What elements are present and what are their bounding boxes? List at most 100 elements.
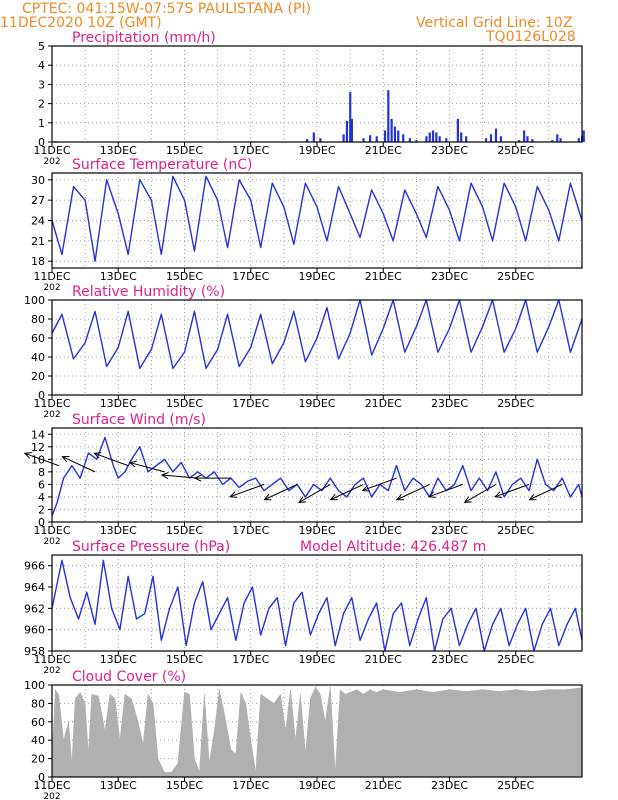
panel-subtitle: Model Altitude: 426.487 m bbox=[300, 539, 486, 555]
wind-vector-head bbox=[263, 493, 272, 501]
wind-vector bbox=[330, 483, 364, 501]
wind-vector bbox=[94, 452, 129, 467]
precip-bar bbox=[445, 138, 448, 142]
panel-title: Surface Temperature (nC) bbox=[72, 157, 253, 173]
wind-vector-head bbox=[229, 491, 238, 498]
y-tick-label: 80 bbox=[31, 313, 45, 326]
precip-bar bbox=[402, 134, 405, 142]
wind-vector-head bbox=[427, 491, 436, 498]
wind-vector bbox=[298, 483, 331, 503]
y-tick-label: 18 bbox=[31, 255, 45, 268]
header-station: CPTEC: 041:15W-07:57S PAULISTANA (PI) bbox=[22, 1, 312, 17]
y-tick-label: 100 bbox=[24, 294, 45, 307]
x-tick-label: 21DEC bbox=[365, 397, 402, 410]
y-tick-label: 60 bbox=[31, 332, 45, 345]
y-tick-label: 0 bbox=[38, 771, 45, 784]
precip-bar bbox=[460, 132, 463, 142]
x-tick-label: 21DEC bbox=[365, 524, 402, 537]
precip-bar bbox=[438, 136, 441, 142]
wind-vector bbox=[362, 477, 397, 491]
x-tick-label: 21DEC bbox=[365, 144, 402, 157]
precip-bar bbox=[523, 130, 526, 142]
x-tick-label: 25DEC bbox=[497, 270, 534, 283]
precip-bar bbox=[494, 128, 498, 142]
x-tick-label: 23DEC bbox=[431, 144, 468, 157]
y-tick-label: 20 bbox=[31, 753, 45, 766]
panel-title: Surface Wind (m/s) bbox=[72, 412, 206, 428]
x-tick-label: 25DEC bbox=[497, 524, 534, 537]
precip-bar bbox=[489, 134, 493, 142]
y-tick-label: 40 bbox=[31, 351, 45, 364]
y-tick-label: 0 bbox=[38, 136, 45, 149]
panel-title: Relative Humidity (%) bbox=[72, 284, 225, 300]
precip-bar bbox=[397, 130, 400, 142]
precip-bar bbox=[369, 135, 372, 142]
header-grid-note: Vertical Grid Line: 10Z bbox=[416, 15, 573, 31]
wind-vector-head bbox=[160, 472, 169, 480]
panel-title: Precipitation (mm/h) bbox=[72, 30, 216, 46]
x-tick-label: 17DEC bbox=[232, 397, 269, 410]
wind-vector-head bbox=[128, 460, 137, 468]
wind-vector-head bbox=[93, 452, 102, 459]
precip-bar bbox=[431, 130, 435, 142]
precip-bar bbox=[393, 126, 397, 142]
y-tick-label: 20 bbox=[31, 370, 45, 383]
x-tick-label: 25DEC bbox=[497, 397, 534, 410]
precip-bar bbox=[306, 139, 309, 142]
series-line bbox=[51, 559, 583, 652]
x-year-label: 202 bbox=[43, 283, 60, 293]
precip-bar bbox=[428, 132, 431, 142]
y-tick-label: 964 bbox=[24, 581, 45, 594]
x-tick-label: 17DEC bbox=[232, 524, 269, 537]
x-tick-label: 25DEC bbox=[497, 144, 534, 157]
y-tick-label: 0 bbox=[38, 516, 45, 529]
series-line bbox=[51, 436, 583, 516]
cloud-cover-area bbox=[51, 686, 583, 778]
precip-bar bbox=[577, 138, 580, 142]
precip-bar bbox=[425, 136, 428, 142]
y-tick-label: 5 bbox=[38, 40, 45, 53]
wind-vector bbox=[24, 452, 59, 467]
x-tick-label: 25DEC bbox=[497, 653, 534, 666]
y-tick-label: 3 bbox=[38, 78, 45, 91]
x-tick-label: 23DEC bbox=[431, 270, 468, 283]
y-tick-label: 4 bbox=[38, 491, 45, 504]
y-tick-label: 24 bbox=[31, 215, 45, 228]
precip-bar bbox=[349, 92, 352, 142]
x-year-label: 202 bbox=[43, 792, 60, 800]
x-tick-label: 13DEC bbox=[100, 779, 137, 792]
wind-vector-head bbox=[463, 496, 472, 503]
wind-vector bbox=[62, 456, 96, 473]
wind-vector-head bbox=[494, 491, 503, 498]
x-tick-label: 11DEC bbox=[33, 270, 70, 283]
y-tick-label: 60 bbox=[31, 716, 45, 729]
precip-bar bbox=[531, 139, 534, 142]
y-tick-label: 960 bbox=[24, 624, 45, 637]
wind-vector bbox=[230, 483, 265, 498]
x-tick-label: 21DEC bbox=[365, 270, 402, 283]
y-tick-label: 21 bbox=[31, 235, 45, 248]
x-tick-label: 17DEC bbox=[232, 144, 269, 157]
x-tick-label: 15DEC bbox=[166, 397, 203, 410]
x-year-label: 202 bbox=[43, 157, 60, 167]
x-tick-label: 13DEC bbox=[100, 653, 137, 666]
y-tick-label: 958 bbox=[24, 645, 45, 658]
x-tick-label: 15DEC bbox=[166, 779, 203, 792]
wind-vector-head bbox=[193, 474, 202, 482]
y-tick-label: 27 bbox=[31, 194, 45, 207]
x-year-label: 202 bbox=[43, 537, 60, 547]
x-tick-label: 21DEC bbox=[365, 779, 402, 792]
header-datetime: 11DEC2020 10Z (GMT) bbox=[0, 15, 162, 31]
x-tick-label: 15DEC bbox=[166, 524, 203, 537]
precip-bar bbox=[499, 136, 503, 142]
wind-vector bbox=[464, 483, 497, 503]
wind-vector-head bbox=[361, 485, 370, 492]
precip-bar bbox=[345, 120, 349, 142]
y-tick-label: 1 bbox=[38, 117, 45, 130]
x-tick-label: 13DEC bbox=[100, 144, 137, 157]
x-tick-label: 23DEC bbox=[431, 653, 468, 666]
wind-vector bbox=[428, 483, 463, 498]
y-tick-label: 0 bbox=[38, 389, 45, 402]
wind-vector-head bbox=[329, 493, 338, 501]
y-tick-label: 6 bbox=[38, 478, 45, 491]
